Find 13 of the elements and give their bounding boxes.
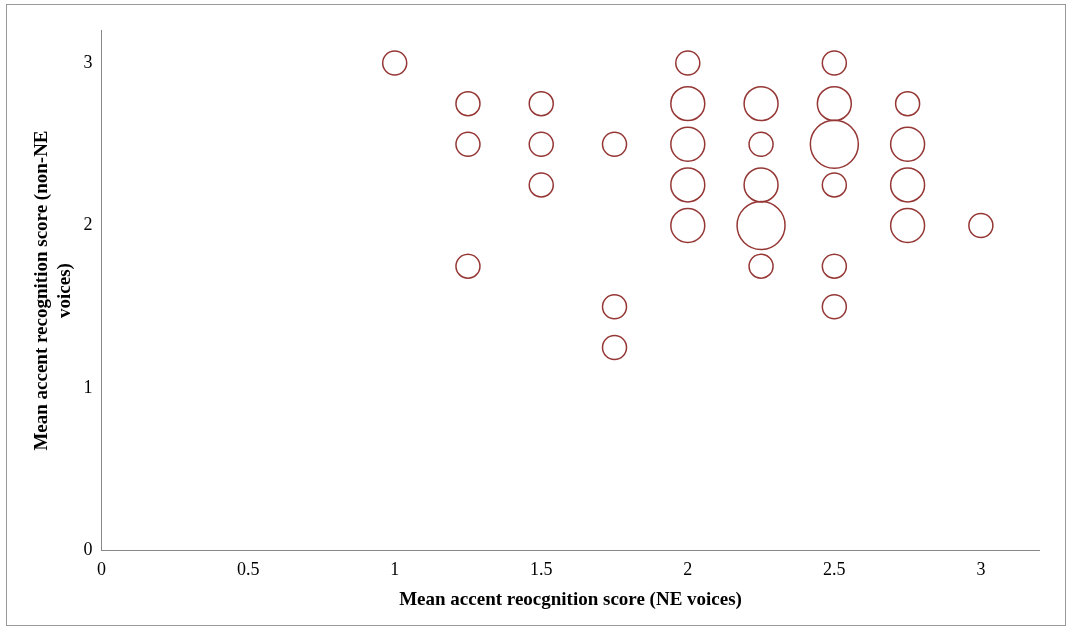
x-tick-label: 0.5 <box>236 559 260 580</box>
y-tick-label: 0 <box>83 539 93 560</box>
y-tick-label: 2 <box>83 214 93 235</box>
x-tick-label: 2 <box>683 559 693 580</box>
y-axis-title: Mean accent recognition score (non-NE voices) <box>30 130 76 451</box>
y-tick-label: 3 <box>83 51 93 72</box>
x-tick-label: 1 <box>390 559 400 580</box>
x-axis-title: Mean accent reocgnition score (NE voices) <box>399 587 742 610</box>
y-tick-label: 1 <box>83 376 93 397</box>
x-tick-label: 1.5 <box>529 559 553 580</box>
x-tick-label: 2.5 <box>823 559 846 580</box>
x-tick-label: 0 <box>97 559 107 580</box>
x-tick-label: 3 <box>976 559 986 580</box>
